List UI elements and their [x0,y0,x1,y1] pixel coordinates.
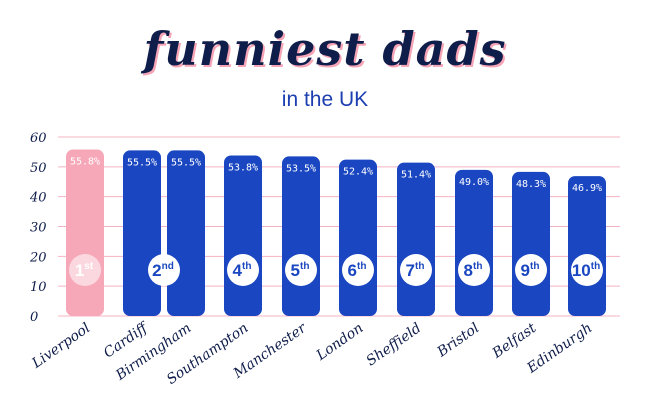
chart-title: funniest dads [143,22,507,76]
chart-subtitle: in the UK [281,88,369,111]
x-tick-label: Sheffield [363,320,424,369]
data-labels: 55.8% 55.5% 55.5% 53.8% 53.5% 52.4% 51.4% 49.0%… [70,157,602,195]
y-tick-label: 50 [30,161,47,176]
x-tick-label: London [313,320,367,364]
bar-sheffield [397,162,435,316]
bar-manchester [282,156,320,316]
data-label: 53.8% [228,162,258,173]
data-label: 55.8% [70,157,100,168]
data-label: 53.5% [286,163,316,174]
data-label: 52.4% [343,167,373,178]
rank-label: 5th [291,261,310,280]
rank-badge [342,254,374,286]
data-label: 55.5% [127,157,157,168]
y-tick-label: 0 [30,310,38,325]
bar-bristol [455,169,493,316]
data-label: 49.0% [459,177,489,188]
y-tick-label: 40 [29,191,47,206]
rank-badge [571,254,603,286]
rank-label: 4th [233,261,252,280]
y-tick-label: 60 [30,131,47,146]
x-tick-label: Liverpool [28,320,93,372]
rank-badge [148,254,180,286]
rank-badge [400,254,432,286]
data-label: 51.4% [401,170,431,181]
bar-birmingham [167,150,205,316]
rank-badge [227,254,259,286]
x-axis-labels: Liverpool CardiffBirminghamSouthamptonMan… [28,319,595,388]
data-label: 48.3% [516,179,546,190]
y-tick-label: 10 [30,280,47,295]
rank-label: 10th [572,261,600,280]
data-label: 55.5% [171,157,201,168]
y-axis-ticks: 0 10 20 30 40 50 60 [29,131,47,325]
y-tick-label: 20 [29,250,47,265]
rank-badges: 1st 2nd 4th 5th 6th 7th 8th 9th 10th [69,254,603,286]
bar-cardiff [123,150,161,316]
rank-badge [69,254,101,286]
rank-label: 7th [406,261,425,280]
bar-belfast [512,171,550,316]
rank-label: 1st [75,261,94,280]
rank-label: 6th [348,261,367,280]
x-tick-label: Bristol [434,320,483,361]
bar-edinburgh [568,176,606,316]
bar-liverpool [66,149,104,316]
rank-badge [515,254,547,286]
rank-badge [285,254,317,286]
data-label: 46.9% [572,183,602,194]
rank-label: 2nd [152,261,174,280]
rank-label: 9th [521,261,540,280]
bar-southampton [224,155,262,316]
y-tick-label: 30 [30,221,47,236]
x-tick-label: Belfast [489,320,540,362]
rank-badge [458,254,490,286]
rank-label: 8th [464,261,483,280]
bars [66,149,606,316]
bar-london [339,159,377,316]
